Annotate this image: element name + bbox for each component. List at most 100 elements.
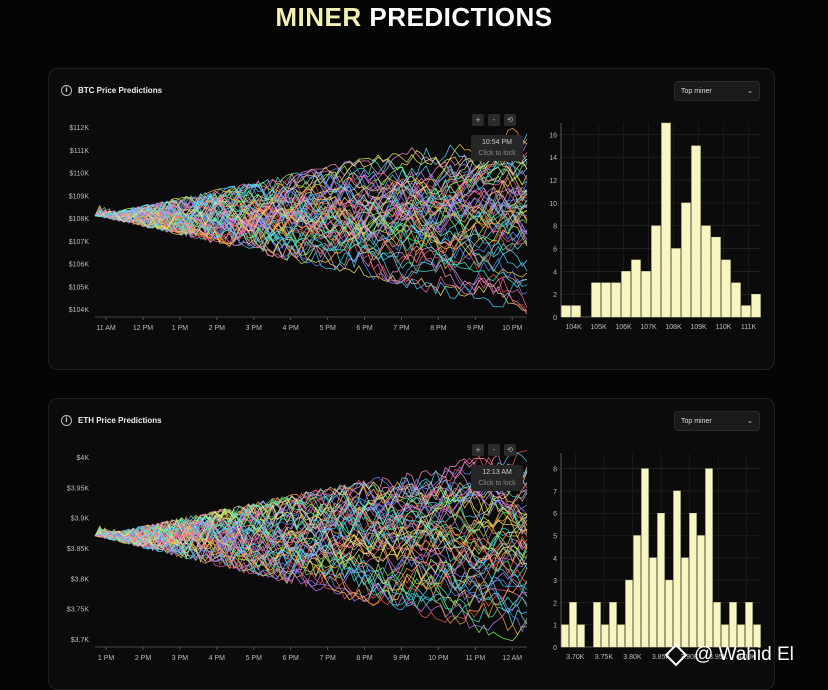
- prediction-series-line: [94, 465, 528, 542]
- x-tick-label: 12 PM: [133, 325, 153, 332]
- histogram-bar: [691, 145, 701, 318]
- eth-line-chart[interactable]: $4K $3.95K $3.9K $3.85K $3.8K $3.75K $3.7K 1 PM…: [49, 439, 539, 689]
- x-tick-label: 6 PM: [356, 325, 373, 332]
- series-group: [94, 127, 528, 315]
- prediction-series-line: [94, 512, 528, 620]
- histogram-bar: [737, 624, 745, 648]
- x-tick-label: 3.85K: [652, 654, 671, 661]
- btc-chart-controls: + - ⟲: [472, 114, 516, 126]
- histogram-bar: [609, 602, 617, 648]
- chevron-down-icon: ⌄: [747, 417, 753, 425]
- x-tick-label: 109K: [690, 324, 707, 331]
- x-tick-label: 111K: [741, 324, 757, 331]
- zoom-in-icon[interactable]: +: [472, 114, 484, 126]
- y-tick-label: $106K: [69, 262, 90, 269]
- prediction-series-line: [94, 183, 528, 271]
- prediction-series-line: [94, 172, 528, 256]
- histogram-bar: [713, 602, 721, 648]
- y-tick-label: 4: [553, 556, 557, 563]
- histogram-bar: [729, 602, 737, 648]
- histogram-bar: [651, 225, 661, 318]
- x-tick-label: 1 PM: [98, 655, 115, 662]
- btc-miner-dropdown[interactable]: Top miner ⌄: [674, 81, 760, 101]
- y-tick-label: $3.7K: [71, 637, 90, 644]
- histogram-bar: [649, 557, 657, 648]
- x-tick-label: 106K: [615, 324, 632, 331]
- btc-hover-tooltip[interactable]: 10:54 PM Click to lock: [471, 135, 523, 161]
- x-tick-label: 6 PM: [283, 655, 300, 662]
- prediction-series-line: [94, 529, 527, 631]
- y-tick-label: 5: [553, 534, 557, 541]
- histogram-bar: [753, 624, 761, 648]
- x-tick-label: 107K: [640, 324, 657, 331]
- prediction-series-line: [94, 204, 528, 279]
- btc-tooltip-action: Click to lock: [478, 150, 516, 157]
- prediction-series-line: [94, 208, 528, 295]
- y-tick-label: 3: [553, 578, 557, 585]
- chevron-down-icon: ⌄: [747, 87, 753, 95]
- y-tick-label: $3.8K: [71, 576, 90, 583]
- btc-tooltip-time: 10:54 PM: [482, 139, 512, 146]
- y-tick-label: $3.75K: [67, 607, 90, 614]
- y-tick-label: $107K: [69, 239, 90, 246]
- prediction-series-line: [95, 187, 528, 239]
- histogram-bar: [617, 624, 625, 648]
- prediction-series-line: [94, 487, 528, 570]
- btc-line-chart[interactable]: $112K $111K $110K $109K $108K $107K $106K $105K…: [49, 109, 539, 357]
- prediction-series-line: [94, 154, 528, 244]
- histogram-bar: [721, 259, 731, 318]
- watermark-text: @ Wahid El: [694, 644, 794, 665]
- eth-hover-tooltip[interactable]: 12:13 AM Click to lock: [471, 465, 523, 491]
- page-title-rest: PREDICTIONS: [361, 2, 553, 32]
- prediction-series-line: [94, 520, 528, 642]
- histogram-bar: [741, 305, 751, 318]
- histogram-bar: [745, 602, 753, 648]
- y-tick-label: $3.9K: [71, 516, 90, 523]
- x-tick-label: 2 PM: [135, 655, 152, 662]
- x-tick-label: 4.00K: [738, 654, 757, 661]
- y-tick-label: 2: [553, 600, 557, 607]
- histogram-bar: [671, 248, 681, 318]
- prediction-series-line: [94, 187, 528, 235]
- y-tick-label: 0: [553, 645, 557, 652]
- zoom-out-icon[interactable]: -: [488, 114, 500, 126]
- x-tick-label: 12 AM: [502, 655, 522, 662]
- y-tick-label: $109K: [69, 193, 90, 200]
- x-tick-label: 11 AM: [96, 325, 115, 332]
- x-tick-label: 3 PM: [246, 325, 263, 332]
- btc-panel-header: i BTC Price Predictions: [61, 85, 162, 96]
- y-tick-label: 12: [549, 178, 557, 185]
- prediction-series-line: [94, 178, 528, 253]
- y-tick-label: $104K: [69, 307, 90, 314]
- reset-zoom-icon[interactable]: ⟲: [504, 444, 516, 456]
- watermark: @ Wahid El: [664, 643, 794, 667]
- x-tick-label: 11 PM: [465, 655, 485, 662]
- prediction-series-line: [94, 533, 528, 611]
- x-tick-label: 10 PM: [428, 655, 448, 662]
- info-icon[interactable]: i: [61, 85, 72, 96]
- prediction-series-line: [94, 518, 528, 602]
- zoom-out-icon[interactable]: -: [488, 444, 500, 456]
- x-tick-label: 9 PM: [393, 655, 410, 662]
- reset-zoom-icon[interactable]: ⟲: [504, 114, 516, 126]
- x-tick-label: 4 PM: [283, 325, 300, 332]
- prediction-series-line: [94, 476, 528, 545]
- histogram-bar: [611, 282, 621, 318]
- y-tick-label: 7: [553, 489, 557, 496]
- histogram-bar: [721, 624, 729, 648]
- eth-tooltip-time: 12:13 AM: [482, 469, 512, 476]
- y-tick-label: 10: [549, 201, 557, 208]
- zoom-in-icon[interactable]: +: [472, 444, 484, 456]
- eth-miner-dropdown[interactable]: Top miner ⌄: [674, 411, 760, 431]
- y-tick-label: 0: [553, 315, 557, 322]
- histogram-bar: [731, 282, 741, 318]
- eth-miner-dropdown-label: Top miner: [681, 417, 712, 425]
- histogram-bar: [591, 282, 601, 318]
- prediction-series-line: [94, 199, 528, 256]
- histogram-bar: [621, 271, 631, 318]
- y-tick-label: 2: [553, 292, 557, 299]
- histogram-bar: [631, 259, 641, 318]
- y-tick-label: 14: [549, 155, 557, 162]
- info-icon[interactable]: i: [61, 415, 72, 426]
- histogram-bar: [641, 271, 651, 318]
